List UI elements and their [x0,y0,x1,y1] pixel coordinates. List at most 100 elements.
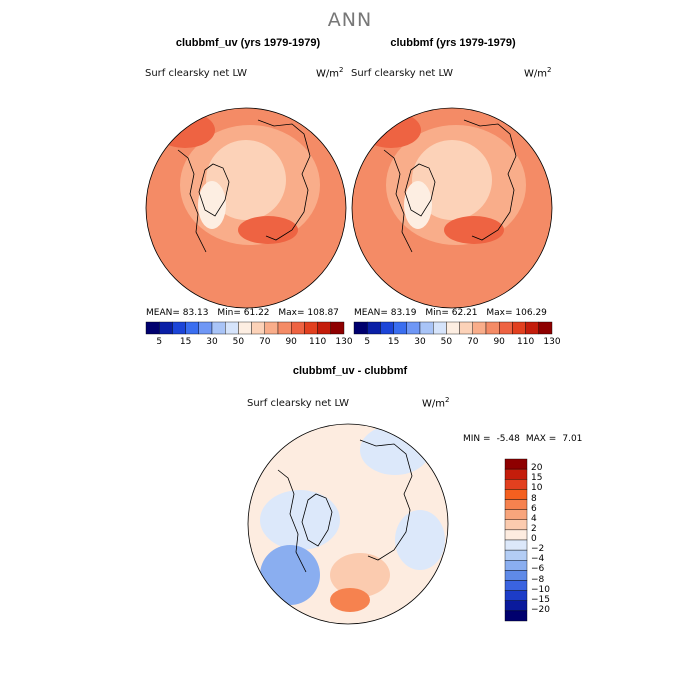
panel-3-colorbar-tick-label: 20 [531,463,543,474]
panel-2-colorbar-swatch [459,321,474,335]
panel-3-colorbar-tick-label: 2 [531,523,537,534]
panel-3-min: -5.48 [496,434,520,444]
panel-3-colorbar-tick-label: 6 [531,503,537,514]
panel-1-colorbar-tick-label: 130 [335,337,353,347]
panel-2-colorbar-swatch [419,321,434,335]
panel-2-colorbar-swatch [512,321,526,335]
panel-2-colorbar [353,321,553,335]
panel-2-colorbar-swatch [538,321,553,335]
panel-1-colorbar-swatch [291,321,305,335]
panel-1-field-center [206,140,286,220]
panel-3-colorbar-tick-label: −6 [531,564,545,575]
panel-3-max-label: MAX = [525,434,557,444]
panel-3-colorbar-tick-label: −2 [531,544,545,555]
panel-1-colorbar-swatch [224,321,239,335]
panel-3-field-red-1 [330,553,390,597]
panel-2-coastline-eurasia [463,119,517,241]
panel-2-colorbar-swatch [472,321,487,335]
panel-3-colorbar-swatch [504,479,528,490]
panel-1-colorbar-tick-label: 5 [156,337,163,347]
panel-2-field-hotspot-2 [361,112,421,148]
panel-3-colorbar-swatch [504,560,528,571]
panel-2-colorbar-tick-label: 5 [364,337,371,347]
panel-1-variable: Surf clearsky net LW [145,68,248,79]
panel-1-colorbar-swatch [158,321,173,335]
panel-3-field-blue-1 [260,490,340,550]
panel-2-colorbar-tick-label: 30 [414,337,426,347]
panel-3-title: clubbmf_uv - clubbmf [292,365,408,377]
panel-3-field-blue-3 [360,425,430,475]
panel-1-colorbar-swatch [304,321,318,335]
panel-1-field-greenland [198,181,226,229]
panel-2-colorbar-swatch [485,321,500,335]
panel-2-colorbar-swatch [367,321,381,335]
panel-3-colorbar-swatch [504,468,528,480]
figure-title: ANN [327,9,373,31]
panel-1-colorbar-swatch [145,321,160,335]
panel-2-units: W/m2 [524,66,552,80]
panel-2-title: clubbmf (yrs 1979-1979) [390,37,516,49]
panel-3-colorbar-swatch [504,539,528,551]
panel-1-colorbar-tick-label: 30 [206,337,218,347]
panel-2-colorbar-swatch [446,321,460,335]
panel-2-max: Max= 106.29 [486,308,547,318]
panel-3-colorbar-tick-label: 0 [531,534,537,544]
panel-3-min-label: MIN = [463,434,491,444]
panel-3-colorbar-tick-label: −20 [531,604,550,615]
panel-3-colorbar-swatch [504,590,528,601]
panel-3-stats: MIN = -5.48 MAX = 7.01 [463,434,588,444]
panel-3-colorbar-tick-label: 4 [531,513,537,524]
panel-3-units: W/m2 [422,396,450,410]
panel-3-coastline-eurasia [359,439,413,561]
panel-3-variable: Surf clearsky net LW [247,398,350,409]
panel-3-coastline-america [277,469,307,573]
panel-2-colorbar-swatch [406,321,421,335]
panel-3-colorbar-swatch [504,529,528,541]
panel-1-coastline-america [177,149,207,253]
panel-2-colorbar-tick-label: 70 [467,337,479,347]
panel-2-map [352,108,552,308]
panel-3-colorbar [504,458,528,622]
panel-2-colorbar-tick-label: 50 [440,337,453,347]
panel-2-field-hotspot [444,216,504,244]
panel-1-units: W/m2 [316,66,344,80]
panel-3-colorbar-swatch [504,600,528,612]
panel-1-colorbar-swatch [264,321,279,335]
panel-1-field-hotspot-2 [155,112,215,148]
panel-3-colorbar-tick-label: 10 [531,483,543,494]
panel-1-mean: MEAN= 83.13 [146,308,209,318]
panel-2-map-border [351,107,553,309]
panel-2-mean: MEAN= 83.19 [354,308,417,318]
panel-3-colorbar-swatch [504,509,528,520]
panel-2-field-center [412,140,492,220]
panel-1-colorbar-swatch [185,321,200,335]
panel-1-coastline-eurasia [257,119,311,241]
panel-2-colorbar-swatch [380,321,394,335]
panel-3-colorbar-swatch [504,610,528,622]
panel-2-coastline-greenland [404,163,436,217]
panel-3-colorbar-swatch [504,580,528,591]
panel-3-colorbar-swatch [504,519,528,531]
panel-3-colorbar-tick-label: −8 [531,574,545,585]
panel-1-colorbar-swatch [317,321,332,335]
panel-1-colorbar-tick-label: 110 [309,337,327,347]
panel-1-colorbar-swatch [238,321,252,335]
panel-2-colorbar-tick-label: 90 [493,337,505,347]
panel-3-colorbar-tick-label: 8 [531,493,537,504]
panel-2-coastline-america [383,149,413,253]
panel-2-colorbar-swatch [433,321,447,335]
panel-3-field-blue-2 [260,545,320,605]
panel-3-colorbar-swatch [504,458,528,470]
panel-1-title: clubbmf_uv (yrs 1979-1979) [175,37,321,49]
panel-3-coastline-greenland [301,493,333,547]
panel-3-map-border [247,423,449,625]
panel-1-colorbar-swatch [172,321,186,335]
panel-1-colorbar-swatch [211,321,226,335]
panel-1-colorbar-swatch [198,321,213,335]
panel-2-colorbar-swatch [393,321,408,335]
panel-3-colorbar-swatch [504,549,528,561]
panel-2-variable: Surf clearsky net LW [351,68,454,79]
panel-1-min: Min= 61.22 [217,308,270,318]
panel-1-map [146,108,346,308]
